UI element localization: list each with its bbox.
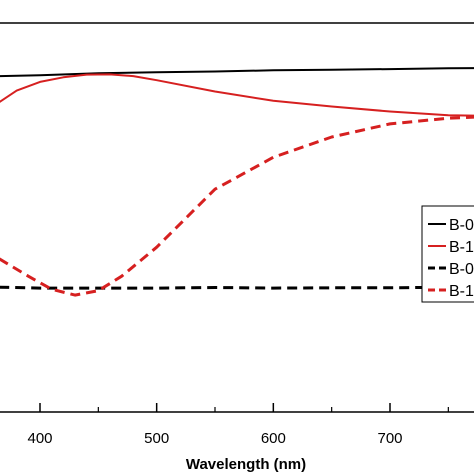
x-axis-label: Wavelength (nm) — [186, 456, 306, 473]
x-tick-label-600: 600 — [261, 430, 286, 447]
series-line-1 — [0, 67, 474, 78]
x-tick-label-700: 700 — [377, 430, 402, 447]
x-tick-label-500: 500 — [144, 430, 169, 447]
series-line-2 — [0, 73, 474, 117]
series-layer — [0, 67, 474, 297]
legend-label-2: B-1 — [449, 239, 474, 256]
legend-label-3: B-0 — [449, 261, 474, 278]
legend-box — [421, 205, 474, 303]
series-line-4 — [0, 115, 474, 297]
legend: B-0 B-1 B-0 B-1 — [421, 205, 474, 303]
x-tick-label-400: 400 — [27, 430, 52, 447]
legend-label-4: B-1 — [449, 283, 474, 300]
x-axis-ticks: 400 500 600 700 — [27, 403, 449, 447]
plot-area — [0, 22, 474, 413]
series-line-3 — [0, 285, 474, 290]
legend-label-1: B-0 — [449, 217, 474, 234]
